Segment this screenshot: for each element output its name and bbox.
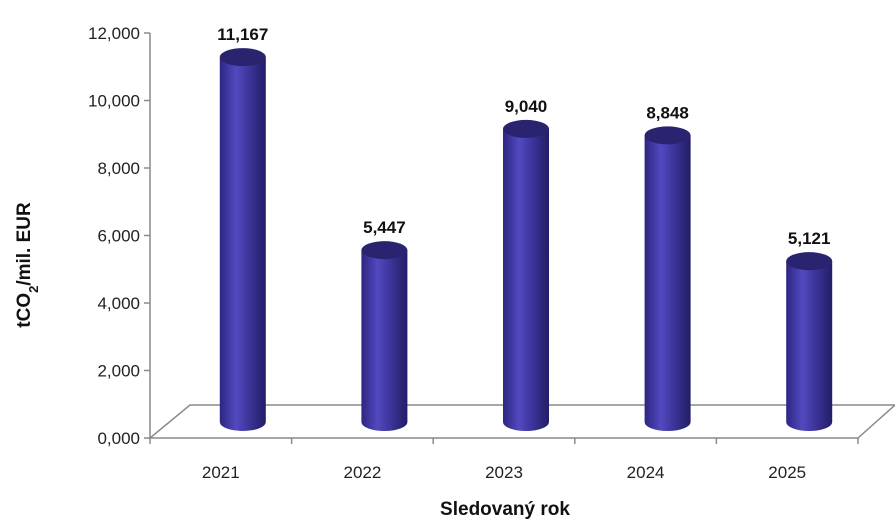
bar-body [503, 128, 549, 431]
x-axis-ticks: 2021 2022 2023 2024 2025 [149, 438, 859, 482]
x-axis-label: Sledovaný rok [440, 499, 570, 520]
bar [219, 48, 266, 431]
y-tick-label: 10,000 [88, 92, 140, 111]
y-axis-label: tCO2/mil. EUR [14, 202, 41, 328]
y-axis-label-main: tCO [14, 293, 35, 328]
x-tick-label: 2021 [202, 463, 240, 482]
y-tick-label: 4,000 [97, 294, 140, 313]
bar-top [503, 119, 549, 138]
floor-plane [147, 404, 895, 439]
bar-top [361, 241, 408, 260]
bar-top [786, 252, 833, 271]
data-labels: 11,167 5,447 9,040 8,848 5,121 [217, 25, 830, 248]
bar-body [644, 135, 691, 431]
data-label: 5,447 [363, 218, 406, 237]
y-tick-label: 2,000 [97, 362, 140, 381]
y-tick-label: 0,000 [97, 429, 140, 448]
bar-body [361, 250, 408, 431]
data-label: 11,167 [217, 25, 268, 44]
bar [644, 126, 691, 431]
x-tick-label: 2025 [768, 463, 806, 482]
x-tick-label: 2024 [627, 463, 665, 482]
y-axis-label-rest: /mil. EUR [14, 202, 35, 286]
bar [786, 252, 833, 431]
y-tick-label: 12,000 [88, 24, 140, 43]
y-tick-label: 8,000 [97, 159, 140, 178]
x-tick-label: 2023 [485, 463, 523, 482]
bar-body [219, 57, 266, 431]
bars [219, 48, 833, 431]
x-tick-label: 2022 [343, 463, 381, 482]
y-axis-label-subscript: 2 [26, 286, 41, 293]
bar-top [644, 126, 691, 145]
data-label: 8,848 [646, 103, 689, 122]
chart-floor [147, 404, 895, 439]
bar [361, 241, 408, 431]
bar-body [786, 261, 833, 431]
y-tick-label: 6,000 [97, 227, 140, 246]
data-label: 5,121 [788, 229, 831, 248]
y-axis-ticks: 0,000 2,000 4,000 6,000 8,000 10,000 12,000 [88, 24, 150, 448]
data-label: 9,040 [505, 97, 548, 116]
bar-top [219, 48, 266, 67]
bar [503, 119, 549, 431]
